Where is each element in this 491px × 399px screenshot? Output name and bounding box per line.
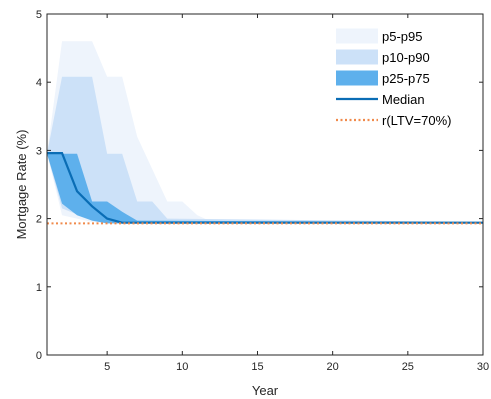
x-tick-label: 15 [251,361,263,373]
band-p25-p75 [47,153,483,224]
x-tick-label: 25 [402,361,414,373]
y-tick-label: 3 [36,145,42,157]
x-axis-title: Year [252,383,279,398]
legend-swatch-p25-p75 [336,70,378,86]
legend-label: r(LTV=70%) [382,113,451,128]
y-tick-label: 2 [36,214,42,226]
x-tick-label: 20 [327,361,339,373]
legend-label: Median [382,92,425,107]
plot-frame [46,13,484,356]
y-tick-label: 1 [36,282,42,294]
series-line-median [47,152,483,224]
x-tick-label: 10 [176,361,188,373]
y-tick-label: 0 [36,350,42,362]
legend-swatch-p5-p95 [336,28,378,44]
y-tick-label: 4 [36,77,42,89]
legend-label: p25-p75 [382,71,430,86]
legend-label: p5-p95 [382,29,422,44]
x-tick-label: 5 [104,361,110,373]
x-tick-label: 30 [477,361,489,373]
y-tick-label: 5 [36,9,42,21]
legend-swatch-p10-p90 [336,49,378,65]
y-axis-title: Mortgage Rate (%) [14,130,29,240]
legend-label: p10-p90 [382,50,430,65]
band-p5-p95 [47,41,483,224]
